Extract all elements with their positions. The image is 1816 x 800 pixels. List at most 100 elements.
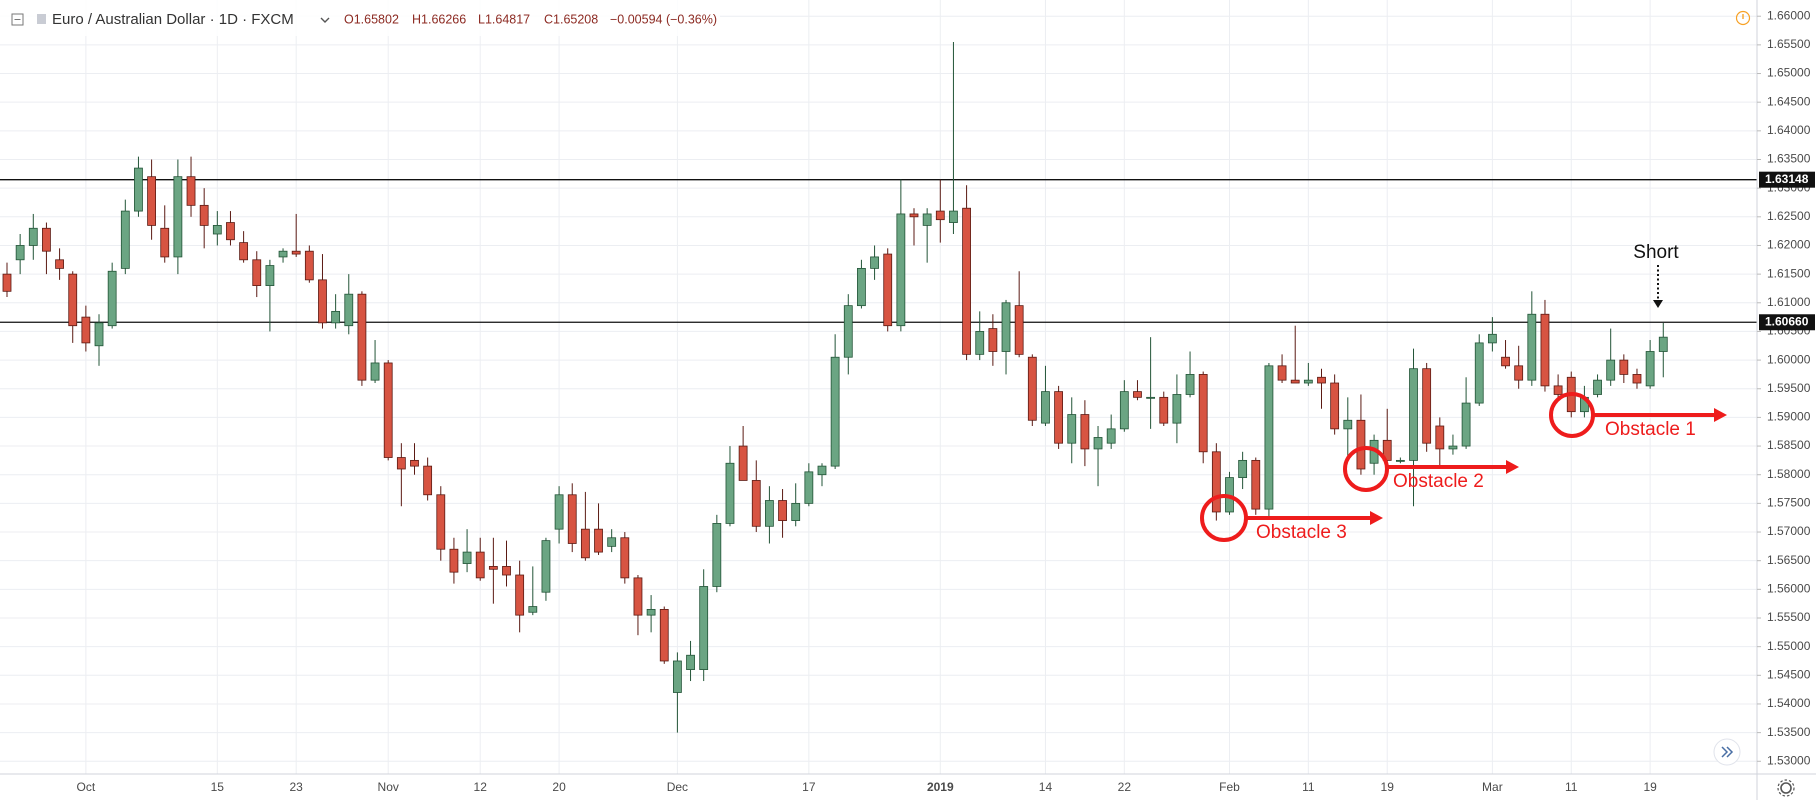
candle-body — [1553, 385, 1563, 395]
header-bg — [0, 0, 720, 36]
candle-body — [1159, 396, 1169, 424]
candle-body — [186, 176, 196, 206]
candle-body — [896, 213, 906, 327]
obstacle-label: Obstacle 1 — [1605, 419, 1696, 440]
short-label: Short — [1633, 242, 1679, 263]
settings-icon — [1777, 779, 1795, 797]
candle-body — [1632, 374, 1642, 384]
candle-body — [620, 537, 630, 579]
y-tick-label: 1.59500 — [1767, 381, 1811, 395]
candle-body — [1264, 365, 1274, 510]
candle-body — [843, 305, 853, 358]
candle-body — [1461, 402, 1471, 447]
candle-body — [199, 204, 209, 226]
candle-body — [94, 322, 104, 347]
y-tick-label: 1.54000 — [1767, 696, 1811, 710]
candle-body — [1448, 445, 1458, 450]
candle-body — [804, 471, 814, 504]
y-tick-label: 1.64000 — [1767, 123, 1811, 137]
y-tick-label: 1.56000 — [1767, 582, 1811, 596]
candle-body — [988, 328, 998, 352]
candle-body — [1527, 313, 1537, 381]
candle-body — [239, 242, 249, 261]
ohlc-low: L1.64817 — [478, 12, 530, 26]
x-tick-label: 15 — [211, 780, 225, 794]
candle-body — [449, 548, 459, 573]
axes: 1.53000 1.53500 1.54000 1.54500 1.55000 1.555… — [77, 8, 1815, 794]
obstacle-arrow-head — [1506, 460, 1519, 474]
candles — [2, 42, 1668, 733]
candle-body — [699, 586, 709, 670]
obstacle-label: Obstacle 2 — [1393, 471, 1484, 492]
candle-body — [1356, 419, 1366, 470]
x-tick-label: Mar — [1482, 780, 1503, 794]
candle-body — [1317, 376, 1326, 384]
candle-body — [975, 331, 985, 355]
ohlc-open: O1.65802 — [344, 12, 399, 26]
x-tick-label: 23 — [290, 780, 304, 794]
grid — [0, 0, 1757, 774]
candle-body — [212, 225, 222, 235]
alert-icon[interactable] — [1735, 10, 1751, 26]
candle-body — [265, 265, 275, 286]
x-tick-label: 19 — [1381, 780, 1395, 794]
x-tick-label: Oct — [77, 780, 96, 794]
candle-body — [594, 528, 603, 553]
candle-body — [1277, 365, 1287, 381]
x-tick-label: 22 — [1118, 780, 1132, 794]
scroll-icon — [1721, 746, 1734, 758]
candle-body — [370, 362, 380, 381]
candle-body — [751, 480, 761, 527]
obstacle-circle — [1549, 392, 1595, 438]
symbol-title[interactable]: Euro / Australian Dollar · 1D · FXCM — [52, 11, 294, 28]
level-tag — [1759, 314, 1815, 331]
candle-body — [1290, 379, 1300, 384]
annotations: Short Obstacle 3 Obstacle 2 Obstacle 1 — [1200, 242, 1727, 543]
candle-body — [1501, 356, 1510, 367]
candle-body — [462, 551, 472, 564]
candle-body — [291, 250, 301, 255]
candle-body — [81, 316, 91, 344]
candle-body — [15, 245, 25, 261]
candle-body — [949, 210, 958, 223]
dropdown-icon[interactable] — [320, 17, 330, 23]
candle-body — [1619, 359, 1629, 375]
candle-body — [344, 293, 354, 327]
candle-body — [515, 574, 525, 616]
candle-body — [1067, 414, 1077, 444]
x-tick-label: Dec — [667, 780, 688, 794]
y-tick-label: 1.55000 — [1767, 639, 1811, 653]
levels — [0, 179, 1757, 323]
candle-body — [1395, 459, 1405, 462]
candle-body — [1409, 368, 1418, 461]
candle-body — [1435, 425, 1445, 450]
candle-body — [1001, 302, 1011, 352]
candle-body — [1172, 394, 1182, 424]
candle-body — [1540, 313, 1550, 387]
y-tick-label: 1.57000 — [1767, 524, 1811, 538]
candle-body — [1422, 368, 1432, 444]
symbol-icon — [37, 14, 46, 24]
ohlc-change: −0.00594 (−0.36%) — [610, 12, 717, 26]
y-tick-label: 1.62500 — [1767, 209, 1811, 223]
candle-body — [55, 259, 64, 269]
candle-body — [567, 494, 577, 544]
settings-button[interactable] — [1780, 782, 1792, 794]
candle-body — [304, 250, 314, 281]
candle-body — [1303, 379, 1313, 384]
y-tick-label: 1.53500 — [1767, 725, 1811, 739]
candle-body — [686, 654, 695, 670]
level-label: 1.63148 — [1765, 172, 1809, 186]
candle-body — [1146, 396, 1156, 399]
obstacle-arrow-head — [1370, 511, 1383, 525]
candle-body — [1041, 391, 1050, 424]
collapse-button[interactable] — [11, 13, 24, 26]
candle-body — [383, 362, 393, 458]
y-tick-label: 1.63500 — [1767, 152, 1811, 166]
candle-body — [1185, 374, 1195, 395]
candle-body — [1343, 419, 1353, 430]
candle-body — [1119, 391, 1129, 430]
x-tick-label: 19 — [1643, 780, 1657, 794]
